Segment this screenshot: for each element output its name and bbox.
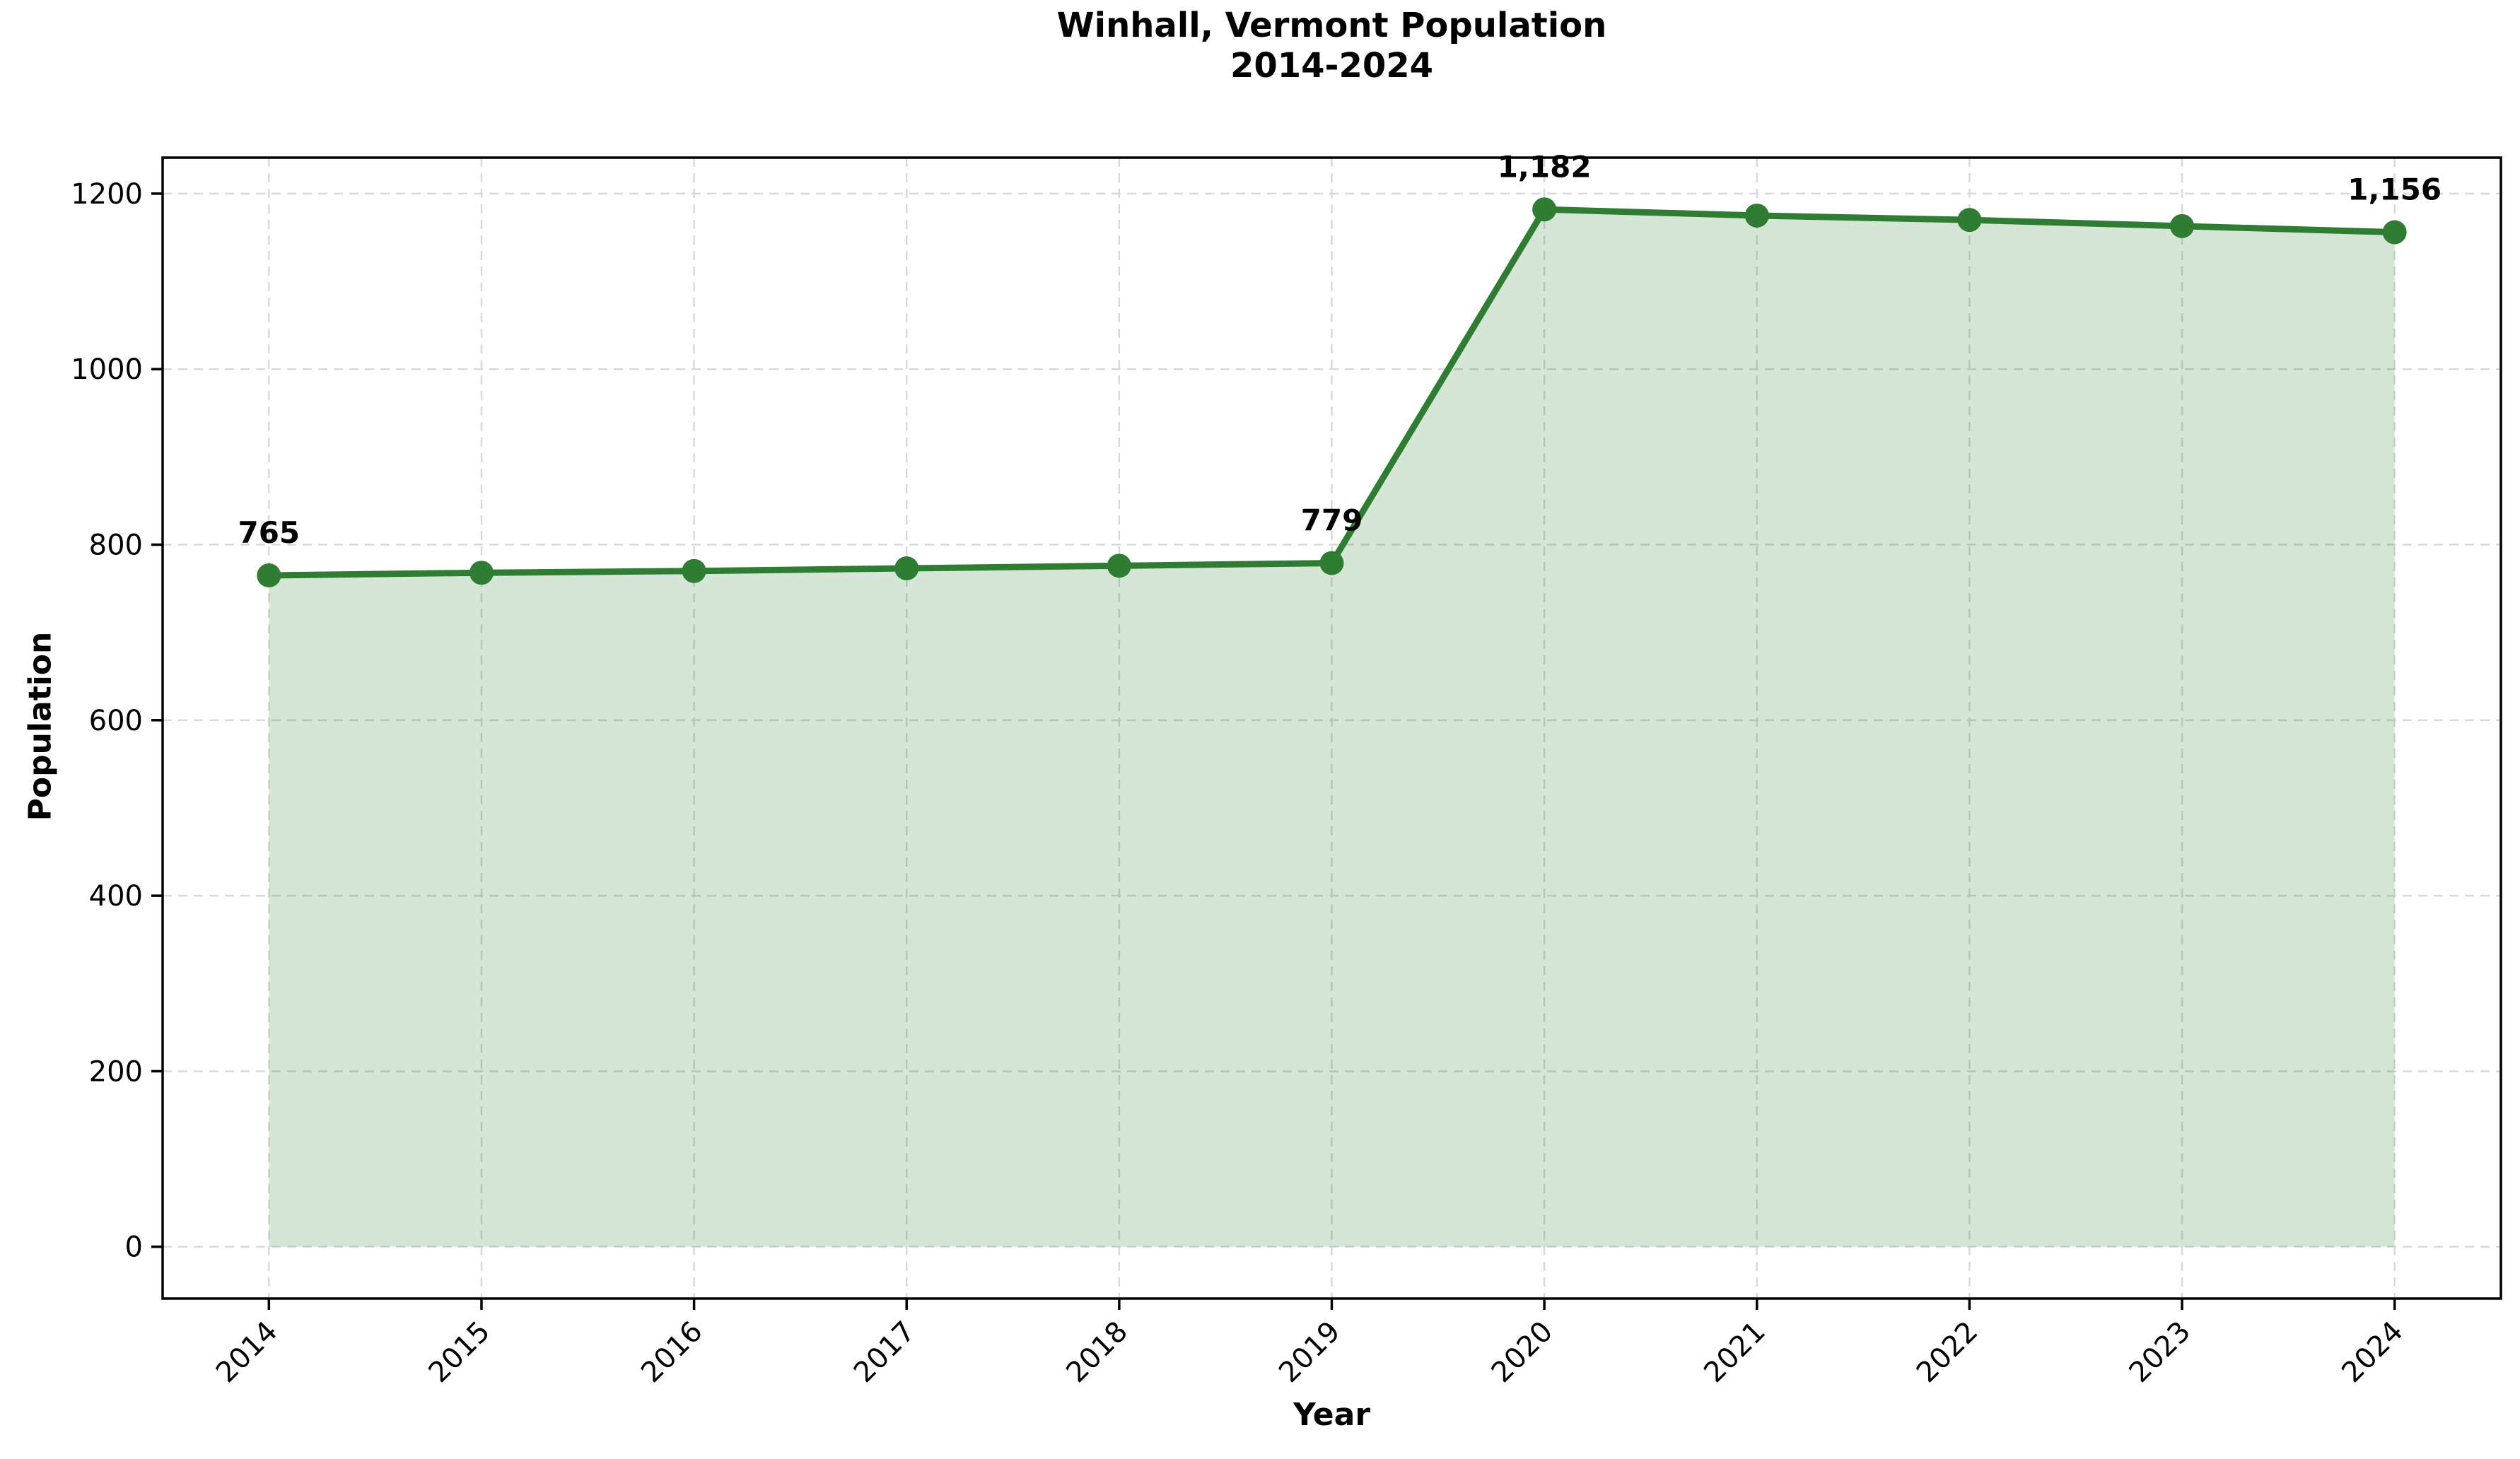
data-point-2016 [682,558,706,583]
data-point-2015 [469,561,494,585]
x-tick-label: 2022 [1911,1316,1985,1390]
x-tick-label: 2021 [1698,1316,1772,1390]
point-annotation: 765 [238,515,300,550]
y-tick-label: 1200 [71,178,143,211]
point-annotation: 779 [1301,503,1363,538]
y-tick-label: 1000 [71,353,143,386]
y-tick-label: 800 [89,529,143,562]
y-tick-label: 0 [125,1231,143,1264]
x-tick-label: 2018 [1060,1316,1134,1390]
x-tick-label: 2016 [635,1316,709,1390]
data-point-2017 [894,556,919,581]
chart-title-line2: 2014-2024 [1230,46,1434,86]
x-tick-label: 2023 [2123,1316,2198,1390]
chart-title-line1: Winhall, Vermont Population [1056,6,1607,45]
data-point-2020 [1532,197,1557,222]
data-point-2022 [1957,208,1982,233]
data-point-2014 [257,563,281,587]
y-tick-label: 600 [89,705,143,737]
x-tick-label: 2020 [1486,1316,1560,1390]
data-point-2019 [1319,551,1344,575]
data-point-2018 [1107,553,1131,578]
data-point-2023 [2170,213,2195,238]
x-axis-label: Year [1293,1397,1371,1433]
y-tick-label: 200 [89,1055,143,1088]
x-tick-label: 2024 [2335,1316,2410,1390]
x-tick-label: 2015 [423,1316,497,1390]
x-tick-label: 2019 [1273,1316,1347,1390]
y-tick-label: 400 [89,880,143,913]
data-point-2024 [2382,220,2407,245]
data-point-2021 [1744,203,1769,228]
point-annotation: 1,182 [1498,149,1592,184]
x-tick-label: 2017 [848,1316,922,1390]
chart-title: Winhall, Vermont Population 2014-2024 [163,6,2501,86]
area-fill [269,209,2395,1247]
point-annotation: 1,156 [2347,172,2442,207]
y-axis-label: Population [22,631,59,821]
x-tick-label: 2014 [210,1316,284,1390]
